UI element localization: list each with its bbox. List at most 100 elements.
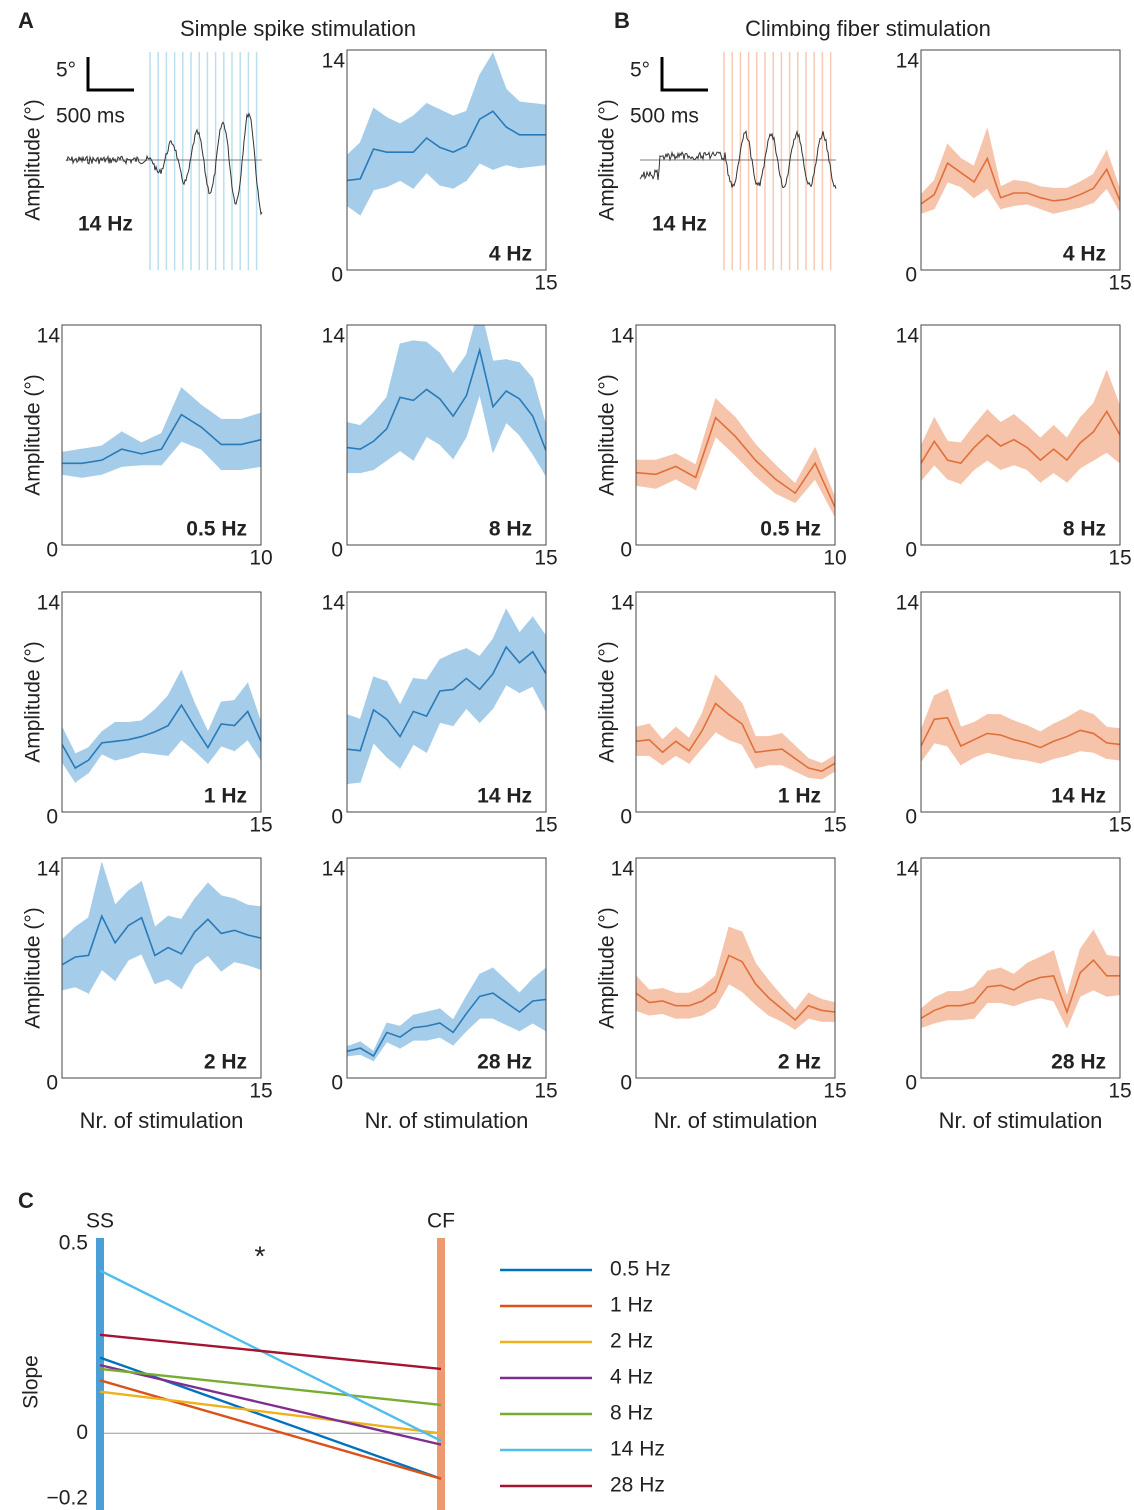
- error-band: [1093, 149, 1108, 204]
- plot-area: [921, 929, 1120, 1029]
- scale-label: 5°: [630, 59, 650, 82]
- y-tick-label: 0: [620, 806, 632, 829]
- scale-label: 5°: [56, 59, 76, 82]
- error-band: [921, 695, 935, 763]
- scale-bar: [86, 57, 134, 92]
- mean-line: [921, 958, 1120, 1019]
- y-axis-label: Amplitude (°): [22, 374, 45, 496]
- category-label: CF: [427, 1210, 455, 1233]
- axis-bar: [437, 1238, 445, 1510]
- error-band: [194, 882, 209, 966]
- mean-line: [636, 954, 835, 1021]
- error-band: [492, 53, 507, 170]
- error-band: [741, 931, 756, 1006]
- mean-line: [62, 703, 261, 770]
- plot-frame: [346, 49, 547, 271]
- annotation: *: [255, 1240, 266, 1271]
- error-band: [781, 732, 796, 772]
- y-axis-label: Amplitude (°): [22, 907, 45, 1029]
- error-band: [921, 997, 935, 1029]
- error-band: [774, 463, 796, 504]
- x-tick-label: 15: [1108, 547, 1131, 570]
- panel-letter: A: [18, 8, 34, 33]
- y-tick-label: 14: [611, 325, 635, 348]
- error-band: [1106, 150, 1120, 213]
- error-band: [986, 128, 1001, 211]
- slope-line: [99, 1367, 442, 1407]
- x-axis-label: Nr. of stimulation: [654, 1108, 818, 1133]
- x-tick-label: 15: [823, 1080, 846, 1103]
- error-band: [1079, 402, 1094, 469]
- plot-area: [636, 397, 835, 517]
- plot-frame: [920, 857, 1121, 1079]
- y-tick-label: 0: [905, 264, 917, 287]
- error-band: [167, 670, 182, 757]
- frequency-label: 8 Hz: [1063, 518, 1106, 541]
- error-band: [373, 1022, 388, 1062]
- legend-label: 0.5 Hz: [610, 1258, 671, 1281]
- y-tick-label: 0: [331, 806, 343, 829]
- error-band: [479, 51, 494, 171]
- y-axis-label: Amplitude (°): [596, 99, 619, 221]
- y-tick-label: 14: [896, 858, 920, 881]
- y-tick-label: 14: [896, 325, 920, 348]
- error-band: [532, 615, 546, 712]
- error-band: [465, 647, 481, 724]
- error-band: [1013, 413, 1028, 471]
- panel-letter: C: [18, 1188, 34, 1213]
- error-band: [247, 683, 261, 761]
- plot-frame: [346, 857, 547, 1079]
- slope-line: [99, 1333, 442, 1371]
- error-band: [688, 712, 703, 765]
- plot-area: [347, 967, 546, 1062]
- x-tick-label: 15: [249, 1080, 272, 1103]
- error-band: [1066, 949, 1081, 1028]
- error-band: [492, 967, 507, 1026]
- y-tick-label: 14: [37, 592, 61, 615]
- x-tick-label: 15: [534, 272, 557, 295]
- frequency-label: 1 Hz: [778, 785, 821, 808]
- plot-frame: [61, 591, 262, 813]
- error-band: [439, 351, 454, 460]
- error-band: [768, 979, 783, 1023]
- error-band: [505, 607, 520, 694]
- error-band: [465, 75, 481, 182]
- x-axis-label: Nr. of stimulation: [80, 1108, 244, 1133]
- y-tick-label: 0: [905, 806, 917, 829]
- x-tick-label: 15: [823, 814, 846, 837]
- error-band: [114, 889, 129, 982]
- frequency-label: 14 Hz: [477, 785, 532, 808]
- error-band: [1079, 929, 1094, 997]
- plot-area: [62, 670, 261, 784]
- mean-line: [347, 110, 546, 182]
- plot-frame: [635, 324, 836, 546]
- plot-area: [636, 926, 835, 1031]
- plot-frame: [61, 857, 262, 1079]
- axis-bar: [96, 1238, 104, 1510]
- y-axis-label: Amplitude (°): [22, 641, 45, 763]
- error-band: [154, 915, 169, 985]
- error-band: [359, 107, 374, 216]
- frequency-label: 4 Hz: [1063, 243, 1106, 266]
- x-axis-label: Nr. of stimulation: [365, 1108, 529, 1133]
- example-trace: [65, 112, 263, 216]
- error-band: [532, 378, 546, 477]
- error-band: [465, 972, 481, 1032]
- y-tick-label: 14: [322, 858, 346, 881]
- plot-area: [921, 688, 1120, 767]
- y-axis-label: Amplitude (°): [596, 641, 619, 763]
- mean-line: [636, 416, 835, 508]
- mean-line: [921, 716, 1120, 749]
- frequency-label: 8 Hz: [489, 518, 532, 541]
- error-band: [426, 102, 441, 187]
- error-band: [492, 359, 507, 453]
- mean-line: [347, 645, 546, 752]
- error-band: [921, 417, 935, 482]
- plot-area: [62, 386, 261, 478]
- panel-title: Climbing fiber stimulation: [745, 16, 991, 41]
- error-band: [947, 689, 962, 767]
- slope-line: [99, 1269, 442, 1442]
- error-band: [101, 431, 123, 475]
- error-band: [412, 340, 428, 462]
- error-band: [207, 701, 222, 765]
